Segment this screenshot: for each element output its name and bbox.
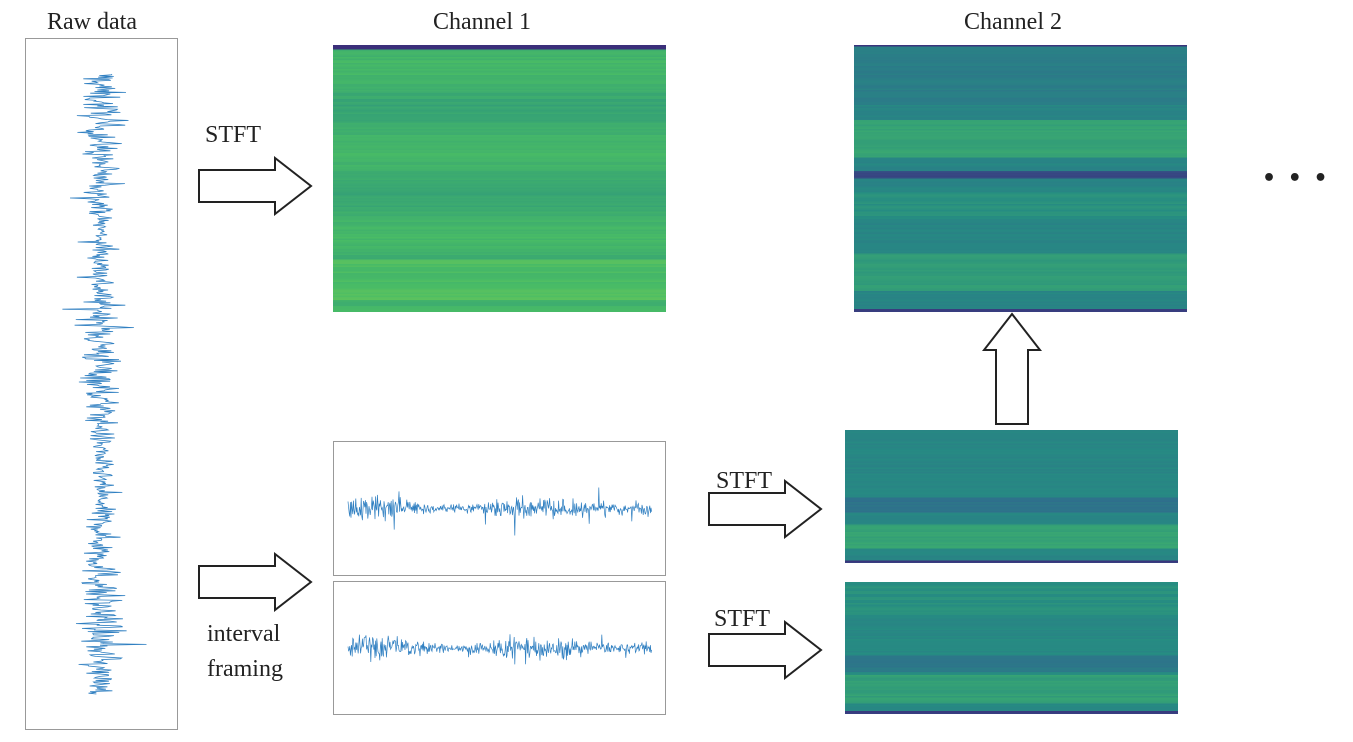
frame-1-spectrogram bbox=[845, 430, 1178, 563]
hollow-up-arrow-icon bbox=[982, 312, 1042, 425]
raw-data-label: Raw data bbox=[47, 9, 137, 35]
frame-2-signal-panel bbox=[333, 581, 666, 715]
channel-2-title: Channel 2 bbox=[964, 9, 1062, 35]
hollow-right-arrow-icon bbox=[198, 156, 313, 216]
frame-2-spectrogram bbox=[845, 582, 1178, 714]
ellipsis-more-channels: • • • bbox=[1262, 166, 1330, 191]
frame-2-waveform bbox=[347, 634, 652, 665]
framing-label: framing bbox=[207, 656, 283, 682]
raw-signal-waveform bbox=[62, 73, 147, 695]
raw-data-panel bbox=[25, 38, 178, 730]
frame-1-signal-panel bbox=[333, 441, 666, 576]
hollow-right-arrow-icon bbox=[708, 479, 823, 539]
channel-1-title: Channel 1 bbox=[433, 9, 531, 35]
stft-label-top: STFT bbox=[205, 122, 262, 148]
hollow-right-arrow-icon bbox=[198, 552, 313, 612]
frame-1-waveform bbox=[347, 487, 652, 536]
channel-2-spectrogram bbox=[854, 45, 1187, 312]
channel-1-spectrogram bbox=[333, 45, 666, 312]
interval-label: interval bbox=[207, 621, 281, 647]
stft-label-frame-2: STFT bbox=[714, 606, 771, 632]
stft-label-frame-1: STFT bbox=[716, 468, 773, 494]
hollow-right-arrow-icon bbox=[708, 620, 823, 680]
